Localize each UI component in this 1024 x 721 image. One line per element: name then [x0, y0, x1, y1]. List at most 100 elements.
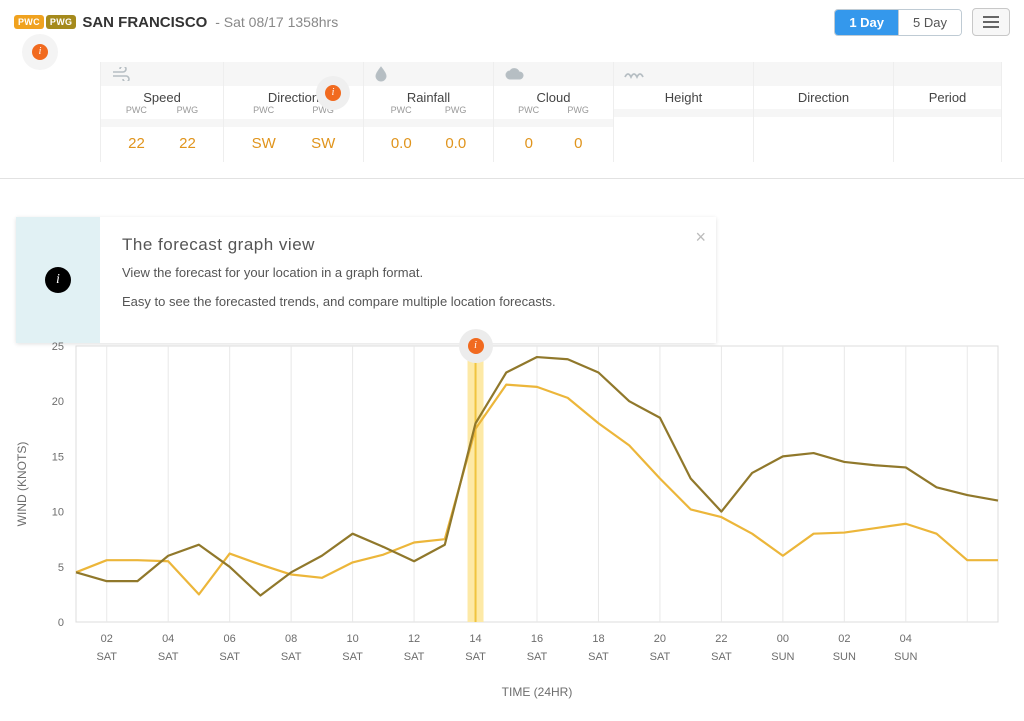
callout-icon-panel: i — [16, 217, 100, 343]
svg-text:SAT: SAT — [465, 651, 486, 663]
callout-title: The forecast graph view — [122, 235, 556, 255]
location-datetime-text: Sat 08/17 1358hrs — [224, 14, 338, 30]
svg-text:SAT: SAT — [588, 651, 609, 663]
range-segmented-control: 1 Day 5 Day — [834, 9, 962, 36]
svg-text:SAT: SAT — [527, 651, 548, 663]
cond-value: 22 — [179, 135, 196, 152]
chart-marker-halo: i — [459, 329, 493, 363]
provider-badges: PWC PWG — [14, 15, 76, 29]
cond-value: SW — [311, 135, 335, 152]
svg-text:SAT: SAT — [219, 651, 240, 663]
cond-spacer — [894, 109, 1001, 117]
none-icon — [754, 62, 893, 86]
callout-line2: Easy to see the forecasted trends, and c… — [122, 294, 556, 309]
svg-text:20: 20 — [654, 633, 666, 645]
svg-text:SUN: SUN — [894, 651, 917, 663]
svg-text:16: 16 — [531, 633, 543, 645]
info-icon[interactable]: i — [468, 338, 484, 354]
cloud-icon — [494, 62, 613, 86]
callout-body: The forecast graph view View the forecas… — [100, 217, 586, 343]
cond-sublabels: PWC PWG — [364, 105, 493, 119]
header-bar: PWC PWG SAN FRANCISCO - Sat 08/17 1358hr… — [0, 0, 1024, 42]
range-1day-button[interactable]: 1 Day — [835, 10, 898, 35]
location-title: SAN FRANCISCO — [82, 14, 207, 31]
header-info-halo: i — [22, 34, 58, 70]
svg-text:5: 5 — [58, 562, 64, 574]
cond-values — [894, 117, 1001, 135]
cond-col-rainfall: RainfallPWC PWG 0.0 0.0 — [364, 62, 494, 162]
info-icon[interactable]: i — [325, 85, 341, 101]
cond-label: Direction — [754, 86, 893, 105]
cond-col-height: Height — [614, 62, 754, 162]
info-callout: i The forecast graph view View the forec… — [16, 217, 716, 343]
svg-text:10: 10 — [346, 633, 358, 645]
cond-label: Period — [894, 86, 1001, 105]
svg-text:04: 04 — [162, 633, 174, 645]
callout-close-button[interactable]: × — [695, 227, 706, 248]
svg-text:SUN: SUN — [833, 651, 856, 663]
cond-sublabels: PWC PWG — [101, 105, 223, 119]
menu-button[interactable] — [972, 8, 1010, 36]
range-5day-button[interactable]: 5 Day — [898, 10, 961, 35]
cond-values — [614, 117, 753, 135]
location-datetime: - Sat 08/17 1358hrs — [211, 14, 338, 30]
cond-label: Speed — [101, 86, 223, 105]
info-icon[interactable]: i — [32, 44, 48, 60]
cond-value: SW — [252, 135, 276, 152]
badge-pwc: PWC — [14, 15, 44, 29]
info-icon: i — [45, 267, 71, 293]
forecast-chart: 0510152025WIND (KNOTS)02SAT04SAT06SAT08S… — [10, 328, 1014, 713]
cond-values: SW SW — [224, 127, 363, 162]
chart-svg: 0510152025WIND (KNOTS)02SAT04SAT06SAT08S… — [10, 328, 1014, 708]
cond-spacer — [494, 119, 613, 127]
cond-col-cloud: CloudPWCPWG00 — [494, 62, 614, 162]
cond-sublabel: PWC — [253, 105, 274, 115]
cond-sublabel: PWC — [391, 105, 412, 115]
svg-text:SAT: SAT — [650, 651, 671, 663]
svg-text:SAT: SAT — [96, 651, 117, 663]
cond-sublabel: PWC — [518, 105, 539, 115]
cond-value: 0.0 — [445, 135, 466, 152]
wind-icon — [101, 62, 223, 86]
cond-spacer — [224, 119, 363, 127]
svg-text:12: 12 — [408, 633, 420, 645]
svg-text:TIME (24HR): TIME (24HR) — [502, 685, 573, 699]
none-icon — [894, 62, 1001, 86]
svg-text:02: 02 — [838, 633, 850, 645]
cond-value: 0 — [574, 135, 582, 152]
cond-col-direction: DirectionPWCPWGSWSW — [224, 62, 364, 162]
callout-line1: View the forecast for your location in a… — [122, 265, 556, 280]
cond-values — [754, 117, 893, 135]
direction-info-halo: i — [316, 76, 350, 110]
svg-text:04: 04 — [900, 633, 912, 645]
cond-value: 0.0 — [391, 135, 412, 152]
svg-text:SAT: SAT — [711, 651, 732, 663]
cond-value: 22 — [128, 135, 145, 152]
cond-spacer — [101, 119, 223, 127]
cond-sublabel: PWC — [126, 105, 147, 115]
svg-text:08: 08 — [285, 633, 297, 645]
svg-text:WIND (KNOTS): WIND (KNOTS) — [15, 442, 29, 527]
cond-col-period: Period — [894, 62, 1002, 162]
cond-label: Rainfall — [364, 86, 493, 105]
cond-col-direction2: Direction — [754, 62, 894, 162]
svg-text:06: 06 — [224, 633, 236, 645]
svg-text:15: 15 — [52, 451, 64, 463]
svg-text:00: 00 — [777, 633, 789, 645]
svg-text:SAT: SAT — [281, 651, 302, 663]
svg-text:20: 20 — [52, 396, 64, 408]
cond-values: 22 22 — [101, 127, 223, 162]
svg-text:SAT: SAT — [404, 651, 425, 663]
cond-values: 0.0 0.0 — [364, 127, 493, 162]
cond-sublabel: PWG — [445, 105, 467, 115]
svg-text:SAT: SAT — [158, 651, 179, 663]
cond-col-speed: SpeedPWC PWG 22 22 — [101, 62, 224, 162]
conditions-table: SpeedPWCPWG2222DirectionPWCPWGSWSWRainfa… — [100, 62, 1010, 162]
cond-label: Cloud — [494, 86, 613, 105]
badge-pwg: PWG — [46, 15, 76, 29]
cond-value: 0 — [525, 135, 533, 152]
svg-text:22: 22 — [715, 633, 727, 645]
cond-sublabel: PWG — [177, 105, 199, 115]
svg-text:25: 25 — [52, 341, 64, 353]
menu-icon — [982, 15, 1000, 29]
